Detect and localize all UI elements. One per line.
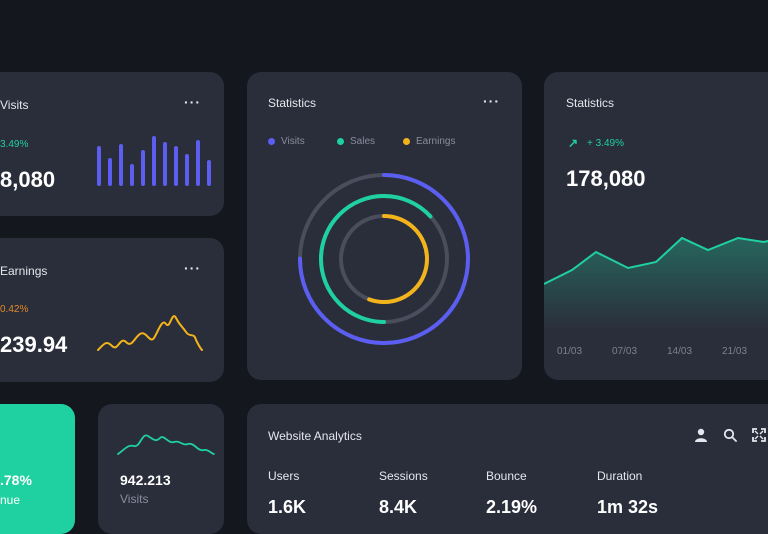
earnings-change: 0.42%: [0, 304, 29, 315]
ring-sales: [319, 194, 449, 324]
statistics-change: + 3.49%: [587, 138, 624, 149]
earnings-title: Earnings: [0, 264, 48, 278]
legend-sales: Sales: [337, 136, 375, 147]
more-menu-icon[interactable]: ···: [184, 260, 201, 276]
search-icon[interactable]: [723, 428, 737, 442]
visits-bar: [141, 150, 145, 186]
ring-earnings: [339, 214, 429, 304]
ring-visits: [298, 173, 470, 345]
legend-dot-visits: [268, 138, 275, 145]
visits-bar: [97, 146, 101, 186]
x-tick-label: 01/03: [557, 346, 583, 357]
trend-up-icon: ↗: [568, 136, 579, 150]
statistics-ring-card: Statistics ··· Visits Sales Earnings: [247, 72, 522, 380]
user-icon[interactable]: [694, 428, 708, 442]
visits-change: 3.49%: [0, 139, 29, 150]
visits-bar-chart: [97, 136, 211, 186]
ring-chart: [298, 173, 470, 345]
website-analytics-card: Website Analytics Users Sessions Bounce …: [247, 404, 768, 534]
statistics-line-card: Statistics ↗ + 3.49% 178,080 01/03 07/03…: [544, 72, 768, 380]
more-menu-icon[interactable]: ···: [483, 93, 500, 109]
legend-label-earnings: Earnings: [416, 136, 456, 147]
visits-bar: [130, 164, 134, 186]
legend-visits: Visits: [268, 136, 305, 147]
metric-label-sessions: Sessions: [379, 469, 428, 483]
visits-small-value: 942.213: [120, 472, 171, 488]
visits-small-card: 942.213 Visits: [98, 404, 224, 534]
earnings-value: 239.94: [0, 332, 68, 357]
visits-card: Visits ··· 3.49% 8,080: [0, 72, 224, 216]
x-tick-label: 21/03: [722, 346, 748, 357]
statistics-area-chart: [544, 236, 768, 332]
area-line: [544, 236, 768, 285]
area-fill: [544, 238, 768, 332]
legend-label-sales: Sales: [350, 136, 376, 147]
website-analytics-title: Website Analytics: [268, 429, 362, 443]
statistics-value: 178,080: [566, 166, 646, 191]
metric-value-bounce: 2.19%: [486, 497, 538, 517]
earnings-card: Earnings ··· 0.42% 239.94: [0, 238, 224, 382]
visits-sparkline: [117, 434, 215, 455]
x-tick-label: 14/03: [667, 346, 693, 357]
visits-sparkline-line: [117, 434, 215, 455]
visits-bar: [108, 158, 112, 186]
metric-value-duration: 1m 32s: [597, 497, 659, 517]
visits-small-label: Visits: [120, 492, 149, 506]
statistics-title: Statistics: [268, 96, 317, 110]
legend-label-visits: Visits: [281, 136, 305, 147]
legend-dot-sales: [337, 138, 344, 145]
statistics-title: Statistics: [566, 96, 615, 110]
legend-earnings: Earnings: [403, 136, 455, 147]
visits-bar: [152, 136, 156, 186]
x-tick-label: 07/03: [612, 346, 638, 357]
more-menu-icon[interactable]: ···: [184, 94, 201, 110]
revenue-card: .78% nue: [0, 404, 75, 534]
metric-value-users: 1.6K: [268, 497, 307, 517]
legend-dot-earnings: [403, 138, 410, 145]
visits-bar: [163, 142, 167, 186]
metric-label-duration: Duration: [597, 469, 643, 483]
visits-title: Visits: [0, 98, 29, 112]
earnings-line-chart: [97, 315, 203, 351]
visits-bar: [119, 144, 123, 186]
visits-value: 8,080: [0, 167, 56, 192]
earnings-line: [97, 315, 203, 351]
visits-bar: [196, 140, 200, 186]
revenue-label: nue: [0, 493, 21, 507]
visits-bar: [185, 154, 189, 186]
metric-label-bounce: Bounce: [486, 469, 527, 483]
metric-label-users: Users: [268, 469, 300, 483]
visits-bar: [174, 146, 178, 186]
expand-icon[interactable]: [752, 428, 766, 442]
visits-bar: [207, 160, 211, 186]
metric-value-sessions: 8.4K: [379, 497, 418, 517]
revenue-change-value: .78%: [0, 472, 32, 488]
